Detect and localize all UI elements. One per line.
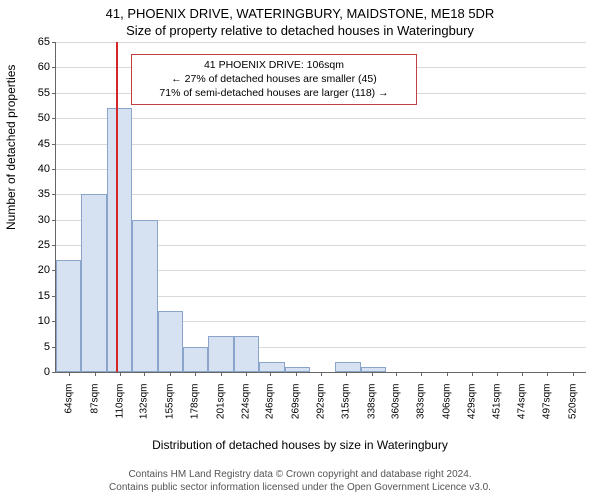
- chart-container: 41, PHOENIX DRIVE, WATERINGBURY, MAIDSTO…: [0, 0, 600, 500]
- xtick-mark: [396, 372, 397, 376]
- xtick-label: 64sqm: [64, 384, 75, 414]
- attribution-line1: Contains HM Land Registry data © Crown c…: [128, 469, 471, 480]
- xtick-label: 269sqm: [290, 384, 301, 420]
- ytick-mark: [52, 118, 56, 119]
- xtick-mark: [246, 372, 247, 376]
- xtick-label: 451sqm: [491, 384, 502, 420]
- xtick-mark: [547, 372, 548, 376]
- xtick-label: 406sqm: [441, 384, 452, 420]
- ytick-label: 55: [38, 87, 50, 99]
- xtick-label: 246sqm: [265, 384, 276, 420]
- histogram-bar: [208, 336, 233, 372]
- histogram-bar: [183, 347, 208, 372]
- xtick-mark: [522, 372, 523, 376]
- xtick-label: 201sqm: [215, 384, 226, 420]
- ytick-mark: [52, 42, 56, 43]
- histogram-bar: [56, 260, 81, 372]
- attribution-line2: Contains public sector information licen…: [109, 482, 491, 493]
- histogram-bar: [259, 362, 284, 372]
- chart-title-sub: Size of property relative to detached ho…: [0, 23, 600, 38]
- xtick-label: 224sqm: [240, 384, 251, 420]
- ytick-mark: [52, 67, 56, 68]
- xtick-label: 110sqm: [115, 384, 126, 419]
- ytick-mark: [52, 144, 56, 145]
- xtick-mark: [321, 372, 322, 376]
- ytick-mark: [52, 93, 56, 94]
- gridline: [56, 169, 586, 170]
- gridline: [56, 118, 586, 119]
- xtick-mark: [95, 372, 96, 376]
- ytick-label: 50: [38, 112, 50, 124]
- reference-line: [116, 42, 118, 372]
- xtick-label: 178sqm: [190, 384, 201, 420]
- ytick-mark: [52, 169, 56, 170]
- xtick-label: 429sqm: [467, 384, 478, 420]
- plot-area: 0510152025303540455055606564sqm87sqm110s…: [55, 42, 586, 373]
- ytick-mark: [52, 194, 56, 195]
- annotation-line1: 41 PHOENIX DRIVE: 106sqm: [204, 59, 344, 71]
- annotation-line2: ← 27% of detached houses are smaller (45…: [171, 73, 376, 85]
- xtick-label: 474sqm: [516, 384, 527, 420]
- chart-title-main: 41, PHOENIX DRIVE, WATERINGBURY, MAIDSTO…: [0, 6, 600, 21]
- ytick-label: 25: [38, 239, 50, 251]
- xtick-mark: [195, 372, 196, 376]
- xtick-mark: [346, 372, 347, 376]
- histogram-bar: [81, 194, 106, 372]
- annotation-box: 41 PHOENIX DRIVE: 106sqm ← 27% of detache…: [131, 54, 417, 105]
- histogram-bar: [132, 220, 157, 372]
- gridline: [56, 144, 586, 145]
- ytick-label: 20: [38, 264, 50, 276]
- xtick-mark: [497, 372, 498, 376]
- ytick-mark: [52, 220, 56, 221]
- ytick-label: 65: [38, 36, 50, 48]
- xtick-label: 292sqm: [316, 384, 327, 420]
- ytick-label: 35: [38, 188, 50, 200]
- y-axis-label: Number of detached properties: [4, 65, 18, 230]
- annotation-line3: 71% of semi-detached houses are larger (…: [159, 87, 388, 99]
- xtick-label: 383sqm: [416, 384, 427, 420]
- x-axis-label: Distribution of detached houses by size …: [0, 438, 600, 452]
- histogram-bar: [107, 108, 132, 372]
- gridline: [56, 194, 586, 195]
- xtick-label: 87sqm: [89, 384, 100, 414]
- xtick-mark: [120, 372, 121, 376]
- xtick-label: 360sqm: [391, 384, 402, 420]
- xtick-mark: [421, 372, 422, 376]
- ytick-label: 60: [38, 61, 50, 73]
- histogram-bar: [335, 362, 360, 372]
- ytick-mark: [52, 245, 56, 246]
- gridline: [56, 42, 586, 43]
- ytick-label: 5: [44, 341, 50, 353]
- ytick-label: 45: [38, 138, 50, 150]
- xtick-mark: [170, 372, 171, 376]
- ytick-mark: [52, 372, 56, 373]
- histogram-bar: [234, 336, 259, 372]
- attribution-text: Contains HM Land Registry data © Crown c…: [0, 468, 600, 494]
- ytick-label: 0: [44, 366, 50, 378]
- xtick-mark: [472, 372, 473, 376]
- xtick-mark: [69, 372, 70, 376]
- ytick-label: 15: [38, 290, 50, 302]
- xtick-label: 155sqm: [164, 384, 175, 420]
- xtick-mark: [144, 372, 145, 376]
- xtick-mark: [573, 372, 574, 376]
- histogram-bar: [361, 367, 386, 372]
- histogram-bar: [158, 311, 183, 372]
- ytick-label: 10: [38, 315, 50, 327]
- xtick-mark: [372, 372, 373, 376]
- histogram-bar: [285, 367, 310, 372]
- xtick-label: 338sqm: [366, 384, 377, 420]
- xtick-label: 315sqm: [341, 384, 352, 420]
- ytick-label: 40: [38, 163, 50, 175]
- xtick-mark: [221, 372, 222, 376]
- xtick-label: 520sqm: [567, 384, 578, 420]
- xtick-label: 497sqm: [542, 384, 553, 420]
- xtick-mark: [296, 372, 297, 376]
- xtick-mark: [447, 372, 448, 376]
- ytick-label: 30: [38, 214, 50, 226]
- xtick-label: 132sqm: [139, 384, 150, 420]
- xtick-mark: [270, 372, 271, 376]
